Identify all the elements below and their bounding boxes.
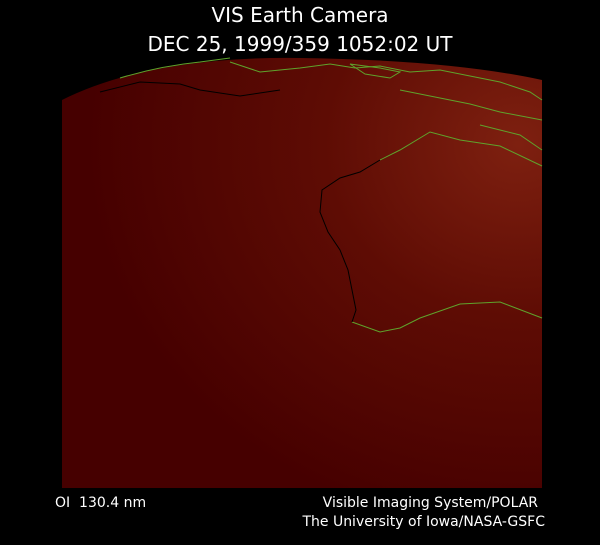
coastline <box>319 159 381 323</box>
coastline <box>229 61 543 101</box>
coastline <box>379 131 543 167</box>
credit-label: The University of Iowa/NASA-GSFC <box>301 514 545 530</box>
title: VIS Earth Camera <box>211 3 388 27</box>
coastline <box>399 89 543 121</box>
coastlines-dark <box>99 81 381 323</box>
island <box>349 63 402 79</box>
instrument-label: Visible Imaging System/POLAR <box>323 495 539 511</box>
coastline <box>351 301 543 333</box>
coastline <box>119 57 231 79</box>
coastline <box>479 124 543 151</box>
filter-label: OI 130.4 nm <box>55 495 146 511</box>
earth-image <box>62 57 542 488</box>
timestamp: DEC 25, 1999/359 1052:02 UT <box>148 32 454 56</box>
coastline <box>99 81 281 97</box>
coastlines-green <box>119 57 543 333</box>
